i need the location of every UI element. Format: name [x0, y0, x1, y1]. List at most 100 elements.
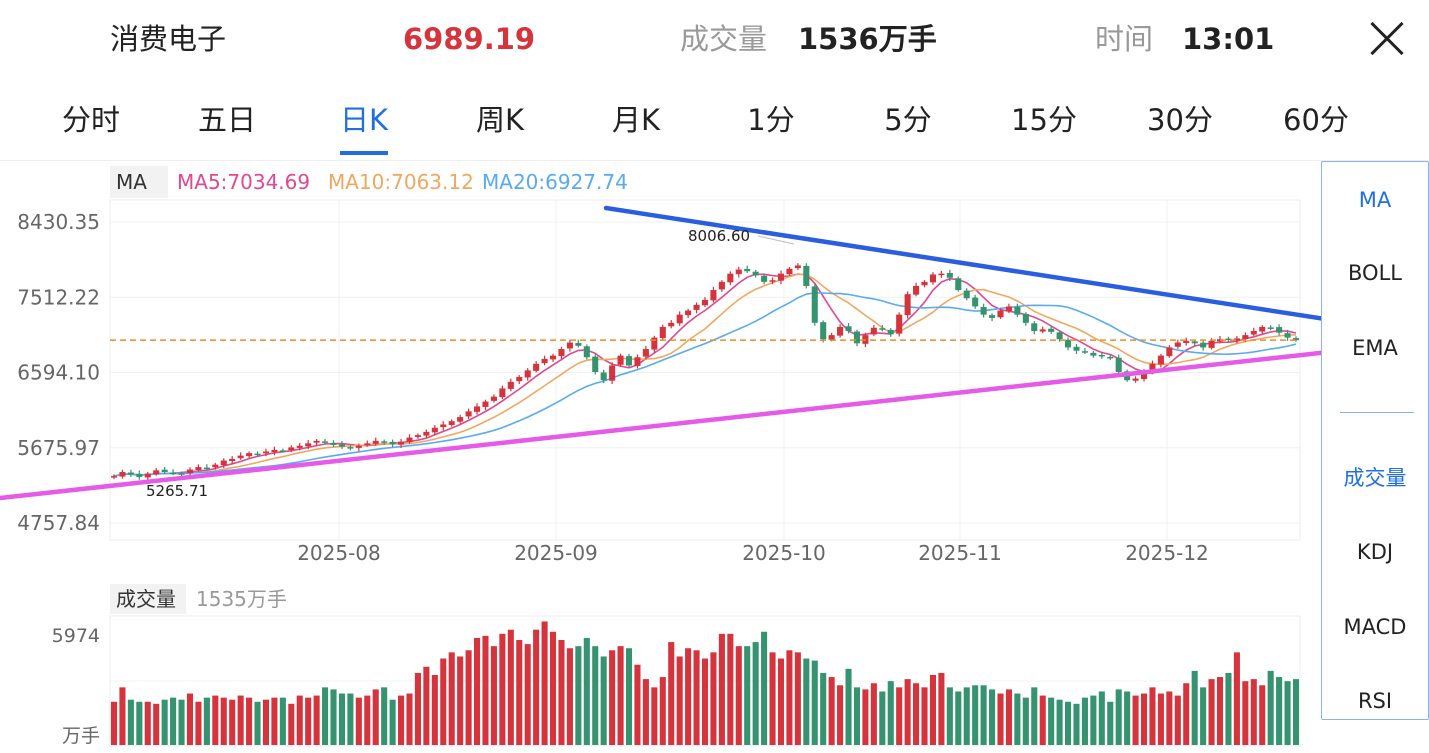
candle — [549, 353, 557, 362]
candle — [811, 283, 818, 326]
candle — [794, 263, 801, 271]
volume-bar — [144, 701, 151, 745]
volume-label-bg — [110, 584, 186, 614]
volume-bar — [837, 685, 844, 745]
volume-bar — [1140, 693, 1148, 745]
tab-monthly-k[interactable]: 月K — [611, 103, 661, 137]
volume-bar — [786, 650, 793, 745]
indicator-ma[interactable]: MA — [1358, 188, 1392, 212]
candle — [229, 456, 236, 465]
volume-bar — [853, 687, 861, 745]
volume-bar — [1183, 683, 1190, 745]
quote-header: 消费电子 6989.19 成交量 1536万手 时间 13:01 — [0, 0, 1429, 80]
candle — [338, 441, 345, 450]
x-tick-label: 2025-12 — [1125, 541, 1209, 565]
volume-bar — [1267, 670, 1274, 745]
volume-bar — [1259, 685, 1266, 745]
max-price-label: 8006.60 — [688, 227, 750, 245]
candle — [490, 394, 497, 403]
volume-bar — [347, 693, 354, 745]
volume-bar — [710, 652, 717, 745]
volume-bar — [659, 677, 666, 745]
tab-intraday[interactable]: 分时 — [61, 103, 121, 137]
tab-weekly-k[interactable]: 周K — [475, 103, 525, 137]
volume-bar — [1174, 695, 1181, 745]
volume-bar — [482, 635, 489, 745]
candle — [305, 440, 312, 450]
candle — [710, 286, 717, 303]
volume-bar — [929, 674, 936, 745]
volume-bar — [507, 629, 514, 745]
price-panel-frame — [109, 199, 1301, 541]
indicator-macd[interactable]: MACD — [1343, 615, 1407, 639]
volume-bar — [820, 672, 827, 745]
candle — [693, 302, 700, 314]
tab-1min[interactable]: 1分 — [747, 103, 795, 137]
volume-bar — [955, 691, 962, 745]
volume-bar — [119, 687, 126, 745]
volume-bar — [693, 650, 700, 745]
volume-bar — [761, 631, 768, 745]
tab-daily-k[interactable]: 日K — [339, 100, 389, 155]
volume-bar — [431, 674, 438, 745]
volume-bar — [913, 683, 920, 745]
volume-bar — [516, 639, 523, 745]
volume-bar — [718, 633, 725, 745]
candle — [1039, 326, 1046, 334]
tab-60min[interactable]: 60分 — [1283, 103, 1349, 137]
candle — [938, 270, 945, 278]
volume-bar — [828, 677, 835, 745]
candle — [659, 324, 666, 340]
volume-bar — [305, 697, 312, 745]
volume-bar — [938, 672, 945, 745]
candle — [668, 320, 675, 329]
candle — [727, 271, 734, 286]
candle — [499, 385, 506, 400]
volume-bar — [600, 656, 607, 745]
candle — [735, 266, 742, 278]
candle — [963, 288, 970, 301]
tab-five-day[interactable]: 五日 — [197, 103, 257, 137]
candle — [322, 439, 329, 445]
volume-bar — [634, 664, 641, 745]
volume-bar — [220, 697, 227, 745]
volume-bar — [254, 701, 261, 745]
volume-bar — [212, 695, 219, 745]
volume-bar — [946, 687, 953, 745]
indicator-kdj[interactable]: KDJ — [1356, 540, 1394, 564]
volume-bar — [465, 650, 472, 745]
candle — [887, 328, 894, 337]
candle — [313, 439, 320, 446]
volume-bar — [625, 648, 633, 745]
volume-bar — [575, 646, 582, 745]
candle — [440, 421, 447, 431]
candle — [929, 272, 936, 285]
volume-bar — [685, 648, 692, 745]
candle — [1267, 325, 1274, 331]
tab-30min[interactable]: 30分 — [1147, 103, 1213, 137]
candle — [1022, 312, 1029, 326]
candle — [1284, 329, 1291, 341]
volume-bar — [1292, 679, 1300, 745]
candle — [1276, 324, 1283, 336]
volume-bar — [583, 637, 590, 745]
volume-bar — [1115, 689, 1122, 745]
candle — [144, 471, 151, 481]
candle — [558, 346, 565, 359]
lower-trendline — [0, 338, 1429, 501]
indicator-boll[interactable]: BOLL — [1348, 261, 1402, 285]
indicator-volume[interactable]: 成交量 — [1343, 466, 1407, 490]
candle — [279, 448, 286, 453]
candle — [1081, 347, 1088, 354]
tab-15min[interactable]: 15分 — [1011, 103, 1077, 137]
indicator-ema[interactable]: EMA — [1352, 336, 1398, 360]
volume-bar — [1124, 691, 1131, 745]
indicator-rsi[interactable]: RSI — [1357, 689, 1393, 713]
candle — [220, 458, 227, 468]
max-label-leader — [757, 235, 794, 245]
volume-bar — [414, 672, 421, 745]
candle — [786, 266, 793, 276]
tab-5min[interactable]: 5分 — [884, 103, 932, 137]
ma5-line — [113, 273, 1297, 477]
